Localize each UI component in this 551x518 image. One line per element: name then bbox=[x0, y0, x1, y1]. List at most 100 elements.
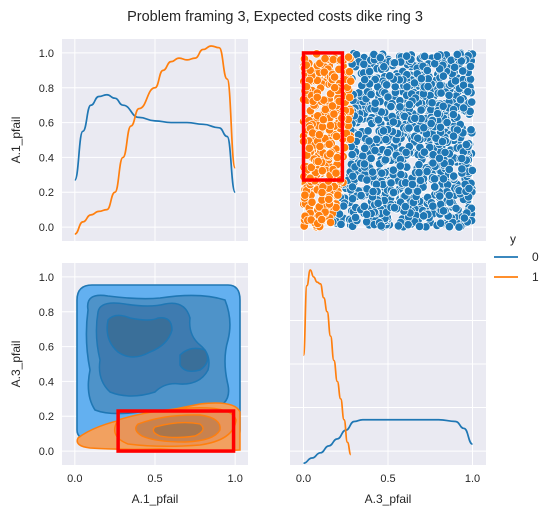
scatter-point bbox=[400, 202, 410, 212]
scatter-point bbox=[389, 58, 400, 68]
scatter-point bbox=[336, 219, 346, 229]
scatter-point bbox=[438, 101, 448, 111]
scatter-point bbox=[456, 56, 466, 66]
kde-line-d-class1 bbox=[302, 269, 352, 456]
scatter-point bbox=[419, 147, 429, 157]
scatter-point bbox=[467, 97, 477, 107]
scatter-point bbox=[438, 174, 449, 184]
scatter-point bbox=[452, 49, 462, 59]
panel-kde-a1 bbox=[73, 45, 237, 235]
scatter-point bbox=[326, 217, 336, 227]
legend-title: y bbox=[510, 232, 516, 246]
tick-labels: 0.0 0.2 0.4 0.6 0.8 1.0 0.0 0.2 0.4 0.6 0.8 1.0 0.0 0… bbox=[39, 48, 480, 485]
scatter-point bbox=[319, 67, 329, 77]
scatter-point bbox=[401, 147, 411, 157]
scatter-point bbox=[455, 95, 466, 105]
xtick-label: 0.0 bbox=[67, 473, 82, 485]
scatter-point bbox=[356, 190, 366, 201]
scatter-point bbox=[370, 145, 380, 156]
panel-kde-a3 bbox=[302, 269, 473, 465]
scatter-point bbox=[422, 65, 432, 76]
scatter-point bbox=[434, 153, 444, 163]
ytick-label: 0.4 bbox=[39, 152, 54, 164]
scatter-point bbox=[329, 109, 339, 119]
scatter-point bbox=[317, 215, 327, 225]
scatter-point bbox=[348, 194, 358, 204]
scatter-point bbox=[330, 72, 340, 82]
scatter-point bbox=[347, 182, 357, 192]
scatter-point bbox=[306, 162, 316, 172]
scatter-point bbox=[430, 182, 440, 192]
scatter-point bbox=[409, 78, 420, 88]
scatter-point bbox=[307, 197, 317, 207]
scatter-point bbox=[346, 76, 356, 86]
scatter-point bbox=[436, 88, 446, 98]
scatter-point bbox=[344, 67, 354, 77]
scatter-point bbox=[403, 186, 413, 196]
scatter-point bbox=[388, 117, 398, 127]
scatter-point bbox=[449, 171, 459, 181]
scatter-point bbox=[448, 109, 458, 120]
scatter-point bbox=[362, 175, 372, 185]
scatter-point bbox=[403, 220, 413, 230]
legend-label-1: 1 bbox=[532, 270, 539, 284]
scatter-point bbox=[410, 113, 420, 123]
scatter-point bbox=[430, 174, 440, 184]
scatter-point bbox=[389, 187, 399, 198]
xlabel-a3: A.3_pfail bbox=[365, 492, 412, 506]
ytick-label: 0.0 bbox=[39, 446, 54, 458]
scatter-point bbox=[332, 152, 342, 163]
scatter-point bbox=[347, 150, 357, 160]
scatter-point bbox=[454, 222, 464, 232]
scatter-point bbox=[362, 209, 372, 219]
scatter-point bbox=[339, 201, 349, 211]
scatter-point bbox=[345, 92, 355, 102]
scatter-point bbox=[350, 212, 361, 223]
scatter-point bbox=[325, 149, 335, 159]
scatter-point bbox=[348, 171, 358, 181]
scatter-point bbox=[393, 221, 403, 231]
scatter-highlight-box bbox=[301, 51, 345, 182]
scatter-point bbox=[413, 133, 423, 143]
scatter-point bbox=[458, 66, 468, 76]
scatter-point bbox=[320, 54, 330, 64]
scatter-point bbox=[435, 122, 445, 132]
scatter-point bbox=[416, 105, 426, 115]
scatter-point bbox=[318, 115, 328, 125]
scatter-point bbox=[377, 168, 387, 178]
scatter-point bbox=[365, 67, 375, 77]
scatter-point bbox=[312, 92, 322, 102]
scatter-point bbox=[325, 121, 336, 131]
scatter-point bbox=[379, 62, 389, 72]
scatter-point bbox=[463, 87, 473, 97]
xtick-label: 1.0 bbox=[228, 473, 243, 485]
scatter-point bbox=[313, 156, 323, 167]
legend-label-0: 0 bbox=[532, 250, 539, 264]
scatter-point bbox=[450, 62, 460, 72]
scatter-point bbox=[362, 217, 372, 227]
scatter-point bbox=[370, 98, 380, 108]
scatter-point bbox=[437, 137, 448, 147]
ytick-label: 0.8 bbox=[39, 83, 54, 95]
scatter-point bbox=[415, 175, 426, 185]
scatter-point bbox=[438, 206, 449, 216]
scatter-point bbox=[442, 117, 452, 128]
scatter-point bbox=[368, 187, 378, 197]
scatter-point bbox=[426, 118, 436, 129]
scatter-point bbox=[448, 131, 459, 141]
figure-title: Problem framing 3, Expected costs dike r… bbox=[127, 9, 423, 25]
scatter-point bbox=[416, 74, 426, 84]
scatter-point bbox=[360, 75, 370, 85]
scatter-point bbox=[367, 167, 378, 177]
scatter-point bbox=[412, 186, 423, 196]
xlabel-a1: A.1_pfail bbox=[132, 492, 179, 506]
scatter-point bbox=[427, 98, 437, 108]
scatter-point bbox=[375, 53, 385, 63]
scatter-point bbox=[383, 147, 393, 158]
scatter-point bbox=[314, 130, 324, 140]
ytick-label: 1.0 bbox=[39, 48, 54, 60]
scatter-point bbox=[304, 143, 314, 153]
scatter-point bbox=[444, 90, 454, 100]
scatter-point bbox=[396, 169, 406, 180]
